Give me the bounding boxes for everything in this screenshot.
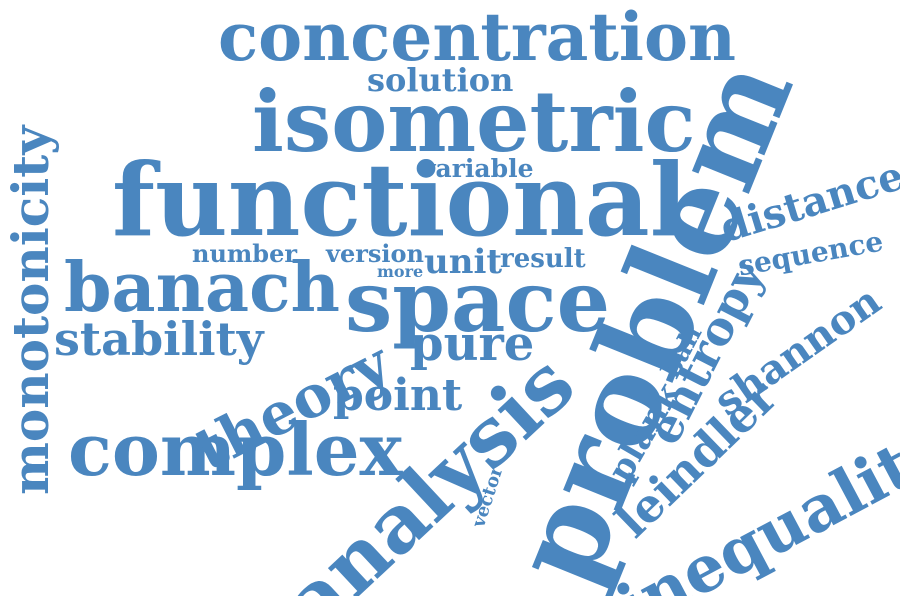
word-variable: variable [421,154,534,183]
word-complex: complex [68,407,403,492]
word-version: version [326,239,424,268]
word-concentration: concentration [218,0,736,76]
word-stability: stability [54,312,264,366]
word-result: result [500,244,586,274]
word-isometric: isometric [252,72,696,171]
word-banach: banach [64,248,340,328]
word-monotonicity: monotonicity [1,125,60,495]
word-number: number [192,239,297,268]
word-solution: solution [367,61,514,99]
word-more: more [377,262,424,281]
word-unit: unit [424,242,503,282]
word-functional: functional [112,141,688,259]
word-pure: pure [410,316,535,372]
word-point: point [333,370,463,421]
word-space: space [345,252,611,351]
